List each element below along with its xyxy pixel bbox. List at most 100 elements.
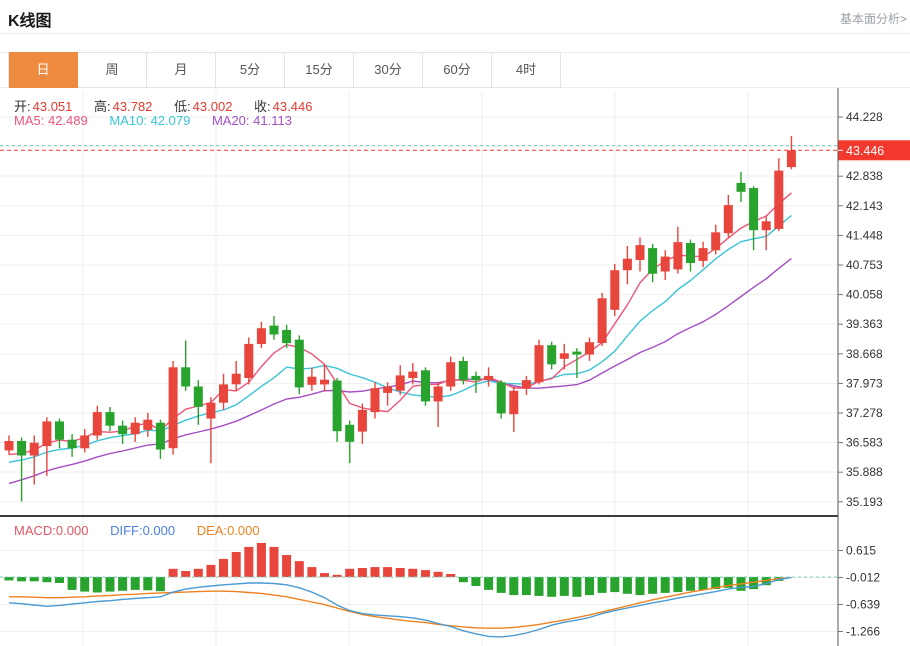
macd-bar (622, 577, 632, 594)
candle-body (521, 380, 531, 389)
macd-bar (80, 577, 90, 592)
candle-body (320, 379, 329, 385)
macd-bar (269, 546, 279, 577)
tab-interval-8[interactable]: 4时 (492, 52, 561, 88)
candle-body (786, 150, 796, 168)
candle-body (559, 353, 569, 359)
macd-bar (130, 577, 140, 590)
macd-bar (67, 577, 77, 590)
candle-body (244, 343, 254, 378)
tab-interval-7[interactable]: 60分 (423, 52, 492, 88)
macd-bar (395, 568, 405, 577)
candle-body (105, 412, 115, 426)
candle-body (219, 384, 228, 403)
candle-body (155, 422, 165, 450)
axis-tick-label: 42.143 (846, 199, 883, 213)
macd-bar (370, 567, 380, 577)
candle-body (458, 361, 468, 381)
current-price-tag (838, 140, 910, 161)
candle-body (383, 386, 393, 393)
candle-body (572, 351, 582, 355)
tab-interval-6[interactable]: 30分 (354, 52, 423, 88)
candle-body (509, 390, 519, 415)
candle-body (256, 328, 266, 344)
macd-bar (749, 577, 759, 590)
candle-body (181, 367, 191, 387)
axis-tick-label: 37.973 (846, 376, 883, 390)
macd-bar (635, 577, 645, 596)
candle-body (610, 270, 620, 310)
macd-bar (458, 577, 468, 583)
candle-body (307, 376, 317, 385)
candle-body (597, 298, 607, 343)
macd-bar (484, 577, 494, 590)
macd-bar (559, 577, 569, 596)
axis-tick-label: 42.838 (846, 169, 883, 183)
macd-bar (345, 568, 355, 577)
candle-body (395, 375, 405, 391)
macd-bar (421, 570, 430, 577)
candle-body (446, 362, 456, 387)
macd-bar (29, 577, 39, 582)
macd-bar (105, 577, 115, 592)
macd-bar (206, 564, 216, 577)
candle-body (118, 425, 128, 435)
axis-tick-label: 40.058 (846, 288, 883, 302)
macd-bar (193, 568, 203, 577)
tab-interval-3[interactable]: 月 (147, 52, 216, 88)
candle-body (370, 388, 380, 413)
macd-bar (597, 577, 607, 593)
candle-body (206, 402, 216, 419)
candle-body (55, 421, 64, 440)
candle-body (496, 382, 506, 414)
macd-bar (471, 577, 481, 586)
macd-bar (585, 577, 594, 596)
macd-bar (55, 577, 64, 583)
tab-interval-1[interactable]: 日 (9, 52, 78, 88)
fundamental-analysis-link[interactable]: 基本面分析> (839, 12, 907, 26)
candle-body (635, 245, 645, 260)
macd-bar (231, 552, 241, 577)
macd-bar (118, 577, 128, 591)
candle-body (673, 242, 683, 270)
candle-body (29, 442, 39, 456)
candle-body (648, 248, 658, 274)
kline-chart-svg[interactable]: 44.22843.53342.83842.14341.44840.75340.0… (0, 88, 910, 646)
candle-body (345, 424, 355, 442)
axis-tick-label: -0.012 (846, 571, 880, 585)
macd-bar (244, 546, 254, 577)
candle-body (143, 419, 153, 430)
macd-bar (408, 568, 418, 577)
tab-interval-5[interactable]: 15分 (285, 52, 354, 88)
macd-bar (521, 577, 531, 596)
tab-interval-2[interactable]: 周 (78, 52, 147, 88)
macd-bar (711, 577, 721, 590)
macd-bar (686, 577, 695, 591)
macd-bar (42, 577, 52, 583)
tab-interval-4[interactable]: 5分 (216, 52, 285, 88)
candle-body (761, 221, 771, 231)
macd-bar (219, 558, 228, 577)
macd-bar (698, 577, 708, 590)
candle-body (282, 329, 292, 344)
macd-bar (610, 577, 620, 593)
candle-body (774, 170, 784, 229)
macd-bar (181, 571, 191, 577)
macd-bar (307, 567, 317, 577)
dea-line (9, 576, 792, 629)
axis-tick-label: 35.888 (846, 465, 883, 479)
candle-body (332, 380, 342, 432)
page-title: K线图 (8, 13, 52, 30)
macd-bar (547, 577, 557, 597)
macd-bar (256, 543, 266, 577)
candle-body (42, 421, 52, 447)
macd-bar (320, 573, 329, 577)
candle-body (92, 412, 102, 436)
current-price-value: 43.446 (846, 144, 884, 158)
axis-tick-label: 35.193 (846, 495, 883, 509)
macd-bar (534, 577, 544, 596)
candle-body (130, 422, 140, 435)
candle-body (231, 373, 241, 385)
axis-tick-label: -1.266 (846, 625, 880, 639)
